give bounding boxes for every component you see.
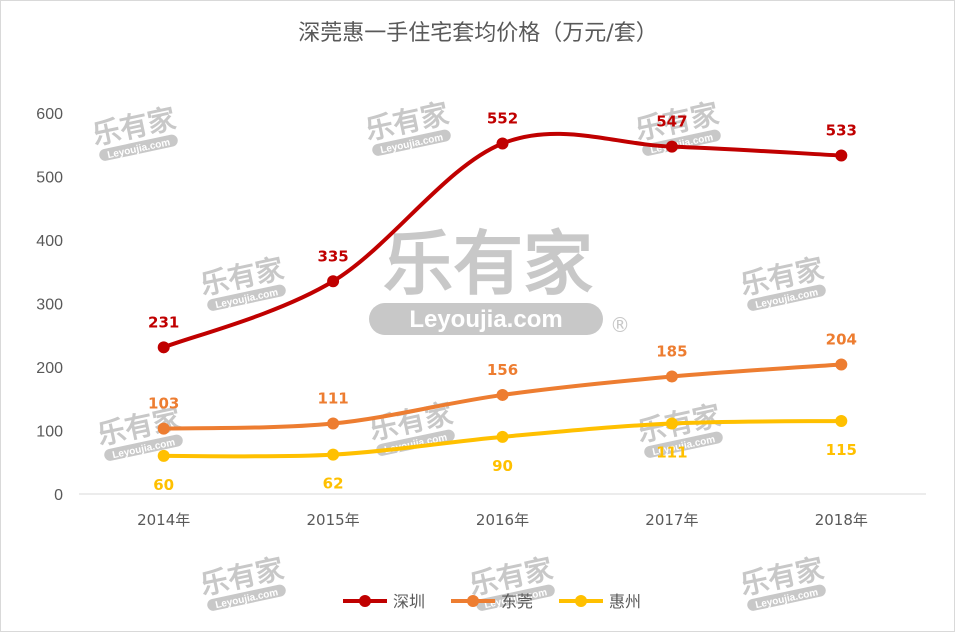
y-tick-label: 300 (36, 297, 63, 314)
legend-item: 深圳 (343, 592, 425, 611)
data-label: 156 (487, 361, 518, 379)
data-label: 185 (656, 343, 687, 361)
legend-swatch-marker (575, 595, 587, 607)
y-tick-label: 400 (36, 233, 63, 250)
legend-item: 东莞 (451, 592, 533, 611)
watermark-small: 乐有家 Leyoujia.com (363, 97, 452, 156)
data-label-layer: 231 335 552 547 533 103 111 156 185 204 60 62 90 111 1… (148, 109, 857, 493)
data-point (157, 449, 170, 462)
data-point (157, 341, 170, 354)
y-tick-label: 500 (36, 170, 63, 187)
legend-label: 东莞 (501, 592, 533, 611)
watermark-center: 乐有家 Leyoujia.com ® (369, 223, 630, 337)
data-point (496, 137, 509, 150)
data-label: 115 (826, 441, 857, 459)
data-label: 60 (153, 476, 174, 494)
legend-swatch-marker (467, 595, 479, 607)
x-tick-label: 2014年 (137, 511, 190, 529)
y-tick-label: 100 (36, 424, 63, 441)
data-point (665, 370, 678, 383)
data-point (496, 388, 509, 401)
watermark-site: Leyoujia.com (409, 306, 562, 333)
watermark-brand: 乐有家 (383, 223, 593, 305)
watermark-small: 乐有家 Leyoujia.com (90, 102, 179, 161)
data-point (327, 448, 340, 461)
legend-item: 惠州 (559, 592, 641, 611)
watermark-small: 乐有家 Leyoujia.com (738, 552, 827, 611)
x-tick-label: 2016年 (476, 511, 529, 529)
watermark-site-pill (369, 303, 603, 335)
y-tick-label: 200 (36, 360, 63, 377)
x-tick-label: 2017年 (645, 511, 698, 529)
series-layer (157, 131, 848, 462)
y-tick-label: 0 (54, 487, 63, 504)
data-point (327, 417, 340, 430)
data-label: 111 (317, 390, 348, 408)
x-tick-label: 2018年 (815, 511, 868, 529)
data-point (665, 417, 678, 430)
data-label: 90 (492, 457, 513, 475)
data-label: 111 (656, 444, 687, 462)
data-label: 335 (317, 247, 348, 265)
data-point (835, 414, 848, 427)
data-point (327, 275, 340, 288)
data-point (665, 140, 678, 153)
data-label: 533 (826, 122, 857, 140)
data-point (835, 358, 848, 371)
legend-label: 深圳 (393, 592, 425, 611)
legend: 深圳 东莞 惠州 (343, 592, 641, 611)
data-point (835, 149, 848, 162)
watermark-small: 乐有家 Leyoujia.com (198, 552, 287, 611)
data-label: 204 (826, 330, 857, 348)
watermark-registered: ® (610, 313, 630, 337)
watermark-small: 乐有家 Leyoujia.com (198, 252, 287, 311)
watermark-layer: 乐有家 Leyoujia.com ® 乐有家 Leyoujia.com 乐有家 … (90, 97, 827, 611)
watermark-small: 乐有家 Leyoujia.com (738, 252, 827, 311)
x-tick-label: 2015年 (307, 511, 360, 529)
chart-title: 深莞惠一手住宅套均价格（万元/套） (298, 21, 657, 46)
data-label: 103 (148, 395, 179, 413)
data-label: 547 (656, 113, 687, 131)
data-point (496, 430, 509, 443)
y-axis: 0 100 200 300 400 500 600 (36, 106, 63, 504)
legend-label: 惠州 (609, 592, 641, 611)
data-label: 552 (487, 109, 518, 127)
data-label: 231 (148, 313, 179, 331)
x-axis: 2014年 2015年 2016年 2017年 2018年 (79, 493, 926, 529)
legend-swatch-marker (359, 595, 371, 607)
data-point (157, 422, 170, 435)
data-label: 62 (323, 475, 344, 493)
y-tick-label: 600 (36, 106, 63, 123)
